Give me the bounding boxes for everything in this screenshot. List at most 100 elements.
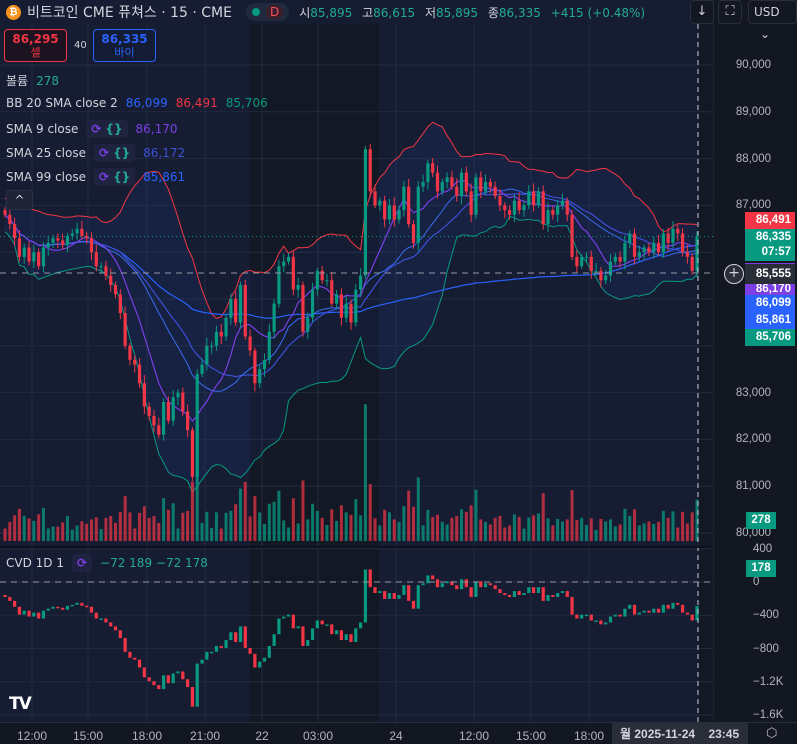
time-tick-label: 24 [389,729,403,743]
price-tick-label: 83,000 [735,386,771,399]
add-alert-plus-icon[interactable]: + [724,264,744,284]
sma9-price-tag: 86,170 [745,284,795,295]
sell-price: 86,295 [12,32,59,46]
scroll-to-realtime-button[interactable]: ↓ [690,0,714,24]
time-tick-label: 15:00 [515,729,547,743]
crosshair-time: 23:45 [708,727,740,741]
sma99-value: 85,861 [143,170,186,184]
bb-upper-price-tag: 86,491 [745,212,795,229]
cvd-tick-label: −400 [753,609,779,622]
chart-area[interactable] [0,0,713,722]
collapse-legend-button[interactable]: ^ [6,190,33,210]
bb-label: BB 20 SMA close 2 [6,96,118,110]
bb-upper-value: 86,491 [175,96,218,110]
symbol-title[interactable]: 비트코인 CME 퓨쳐스 · 15 · CME [27,5,232,21]
tradingview-logo-icon[interactable]: TV [9,694,32,714]
sell-button[interactable]: 86,295 셀 [4,29,67,62]
price-plot[interactable] [0,0,713,722]
source-code-icon[interactable]: {} [113,146,131,160]
cvd-tag: 178 [746,560,776,577]
price-tick-label: 90,000 [735,59,771,71]
close-value: 86,335 [498,5,541,20]
cvd-label: CVD 1D 1 [6,556,64,570]
price-axis[interactable]: 90,000 89,000 88,000 87,000 83,000 82,000 81,0… [713,0,797,722]
settings-icon[interactable]: ⬡ [766,726,778,741]
symbol-header: ₿ 비트코인 CME 퓨쳐스 · 15 · CME D 시85,895 고86,… [0,0,662,24]
price-tick-label: 82,000 [735,433,771,446]
time-tick-label: 18:00 [573,729,605,743]
sma25-label: SMA 25 close [6,146,86,160]
source-code-icon[interactable]: {} [105,122,123,136]
bb-basis-value: 86,099 [125,96,168,110]
time-tick-label: 15:00 [72,729,104,743]
time-tick-label: 21:00 [189,729,221,743]
legend-sma99[interactable]: SMA 99 close ⟳{} 85,861 [6,168,185,186]
session-break-shade [699,0,713,722]
pane-separator[interactable] [0,546,797,548]
refresh-icon[interactable]: ⟳ [99,146,110,160]
price-tick-label: 89,000 [735,105,771,118]
change-value: +415 (+0.48%) [550,5,646,20]
currency-value: USD [754,5,780,19]
low-value: 85,895 [436,5,479,20]
price-tick-label: 88,000 [735,152,771,165]
refresh-icon[interactable]: ⟳ [76,556,88,570]
time-tick-label: 03:00 [302,729,334,743]
time-axis[interactable]: 18:00 15:00 12:00 24 03:00 22 21:00 18:00 15:00 1… [0,722,797,744]
fullscreen-icon: ⛶ [725,4,735,19]
legend-sma9[interactable]: SMA 9 close ⟳{} 86,170 [6,120,178,138]
time-tick-label: 18:00 [131,729,163,743]
source-code-icon[interactable]: {} [113,170,131,184]
volume-value: 278 [36,73,59,88]
price-tick-label: 87,000 [735,199,771,212]
volume-tag: 278 [746,512,776,529]
high-label: 고 [362,5,374,20]
legend-cvd[interactable]: CVD 1D 1 ⟳ −72 189 −72 178 [6,554,208,572]
buy-button[interactable]: 86,335 바이 [93,29,156,62]
close-label: 종 [487,5,499,20]
time-tick-label: 12:00 [458,729,490,743]
bar-countdown: 07:57 [761,246,791,258]
legend-sma25[interactable]: SMA 25 close ⟳{} 86,172 [6,144,185,162]
sma99-label: SMA 99 close [6,170,86,184]
sma9-value: 86,170 [135,122,178,136]
cvd-tick-label: −800 [753,642,779,655]
refresh-icon[interactable]: ⟳ [91,122,102,136]
indicator-icons[interactable]: ⟳{} [86,120,128,138]
cvd-tick-label: −1.6K [753,709,784,721]
legend-bb[interactable]: BB 20 SMA close 2 86,099 86,491 85,706 [6,96,268,110]
indicator-icons[interactable]: ⟳{} [94,168,136,186]
cvd-tick-label: 0 [753,576,760,588]
cvd-tick-label: −1.2K [753,675,784,688]
cvd-tick-label: 400 [753,542,773,555]
crosshair-date: 월 2025-11-24 [620,727,696,741]
currency-select[interactable]: USD ⌄ [748,0,797,41]
sma25-value: 86,172 [143,146,186,160]
plus-icon: + [728,265,740,281]
arrow-down-icon: ↓ [696,4,708,19]
volume-label: 볼륨 [6,74,29,88]
legend-volume[interactable]: 볼륨 278 [6,72,59,89]
session-break-shade [250,0,379,722]
bitcoin-icon: ₿ [6,4,21,20]
crosshair-price-tag: 85,555 [745,264,795,284]
spread-value: 40 [74,40,87,51]
cvd-values: −72 189 −72 178 [100,556,208,570]
low-label: 저 [424,5,437,20]
fullscreen-button[interactable]: ⛶ [718,0,742,24]
chevron-down-icon: ⌄ [760,27,771,41]
open-value: 85,895 [310,5,353,20]
sma99-price-tag: 85,861 [745,312,795,329]
delayed-badge: D [265,5,284,19]
indicator-icons[interactable]: ⟳{} [94,144,136,162]
ohlc-values: 시85,895 고86,615 저85,895 종86,335 +415 (+0… [299,4,651,21]
open-label: 시 [299,5,311,20]
time-tick-label: 12:00 [16,729,48,743]
chevron-up-icon: ^ [14,193,25,207]
market-status[interactable]: D [245,3,290,21]
sell-label: 셀 [30,46,41,59]
refresh-icon[interactable]: ⟳ [99,170,110,184]
indicator-icons[interactable]: ⟳ [71,554,93,572]
bb-lower-value: 85,706 [225,96,268,110]
market-open-dot-icon [251,8,260,16]
